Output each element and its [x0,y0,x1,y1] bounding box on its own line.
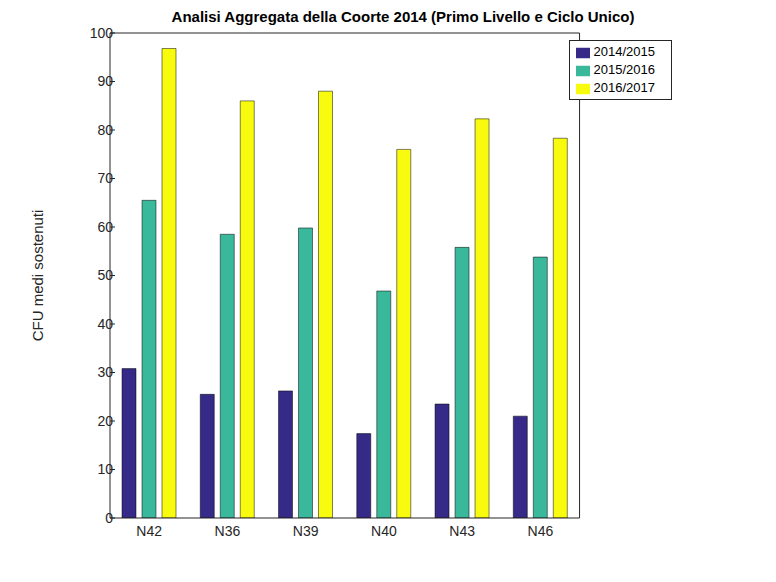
svg-text:N43: N43 [449,523,475,539]
svg-text:N39: N39 [293,523,319,539]
svg-text:N36: N36 [215,523,241,539]
svg-text:N42: N42 [136,523,162,539]
svg-text:N46: N46 [528,523,554,539]
svg-text:20: 20 [97,413,113,429]
svg-text:90: 90 [97,73,113,89]
svg-text:CFU medi sostenuti: CFU medi sostenuti [29,210,46,342]
svg-text:100: 100 [90,25,114,41]
svg-text:60: 60 [97,219,113,235]
svg-text:80: 80 [97,122,113,138]
html-text:2015/2016: 2015/2016 [593,62,655,77]
svg-text:N40: N40 [371,523,397,539]
svg-text:40: 40 [97,316,113,332]
svg-text:50: 50 [97,267,113,283]
svg-text:0: 0 [105,510,113,526]
svg-text:10: 10 [97,461,113,477]
svg-text:70: 70 [97,170,113,186]
html-text:Analisi Aggregata della Coorte: Analisi Aggregata della Coorte 2014 (Pri… [171,8,635,25]
svg-text:30: 30 [97,364,113,380]
html-text:2016/2017: 2016/2017 [593,80,655,95]
html-text:2014/2015: 2014/2015 [593,44,655,59]
